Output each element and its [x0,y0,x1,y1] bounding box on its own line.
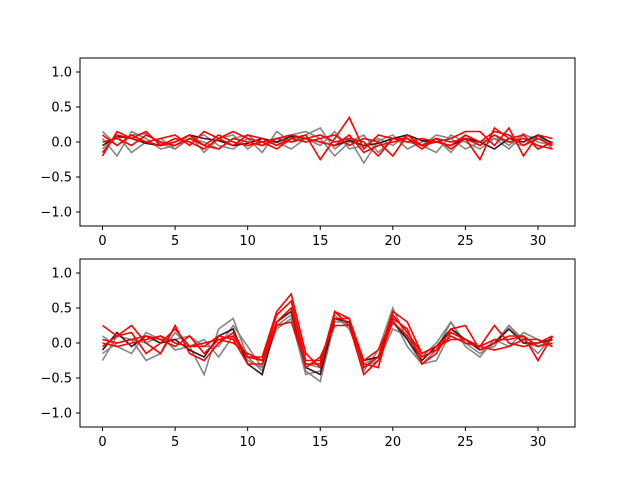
series-line-1 [101,305,554,383]
axes-frame [79,57,576,227]
x-tick-label: 30 [530,435,547,450]
subplot-top: 0 5 10 15 20 25 30 −1.0 −0.5 0.0 0.5 1.0 [40,57,576,249]
y-tick-label: −1.0 [40,407,72,422]
x-tick-label: 10 [239,435,256,450]
x-tick-label: 25 [457,234,474,249]
x-tick-label: 15 [312,435,329,450]
y-tick-label: −1.0 [40,206,72,221]
series-line-8 [101,133,553,154]
y-tick-label: 0.5 [51,101,72,116]
y-tick-label: −0.5 [40,171,72,186]
series-line-5 [101,115,553,161]
y-tick-label: −0.5 [40,372,72,387]
x-tick-label: 0 [98,234,106,249]
series-line-6 [102,126,553,162]
series-line-4 [101,310,553,376]
x-tick-label: 30 [530,234,547,249]
y-tick-label: 1.0 [51,267,72,282]
series-line-8 [102,306,553,369]
x-tick-label: 10 [239,234,256,249]
series-group [101,292,554,383]
y-tick-label: 0.0 [51,337,72,352]
y-tick-label: 0.0 [51,136,72,151]
x-tick-label: 20 [385,435,402,450]
x-tick-label: 5 [171,435,179,450]
x-tick-label: 0 [98,435,106,450]
x-tick-label: 25 [457,435,474,450]
subplot-bottom: 0 5 10 15 20 25 30 −1.0 −0.5 0.0 0.5 1.0 [40,258,576,450]
x-tick-label: 20 [385,234,402,249]
series-group [101,115,554,165]
x-tick-label: 5 [171,234,179,249]
series-line-7 [102,130,553,158]
series-line-5 [102,292,553,370]
y-tick-label: 0.5 [51,302,72,317]
x-tick-label: 15 [312,234,329,249]
y-tick-label: 1.0 [51,66,72,81]
